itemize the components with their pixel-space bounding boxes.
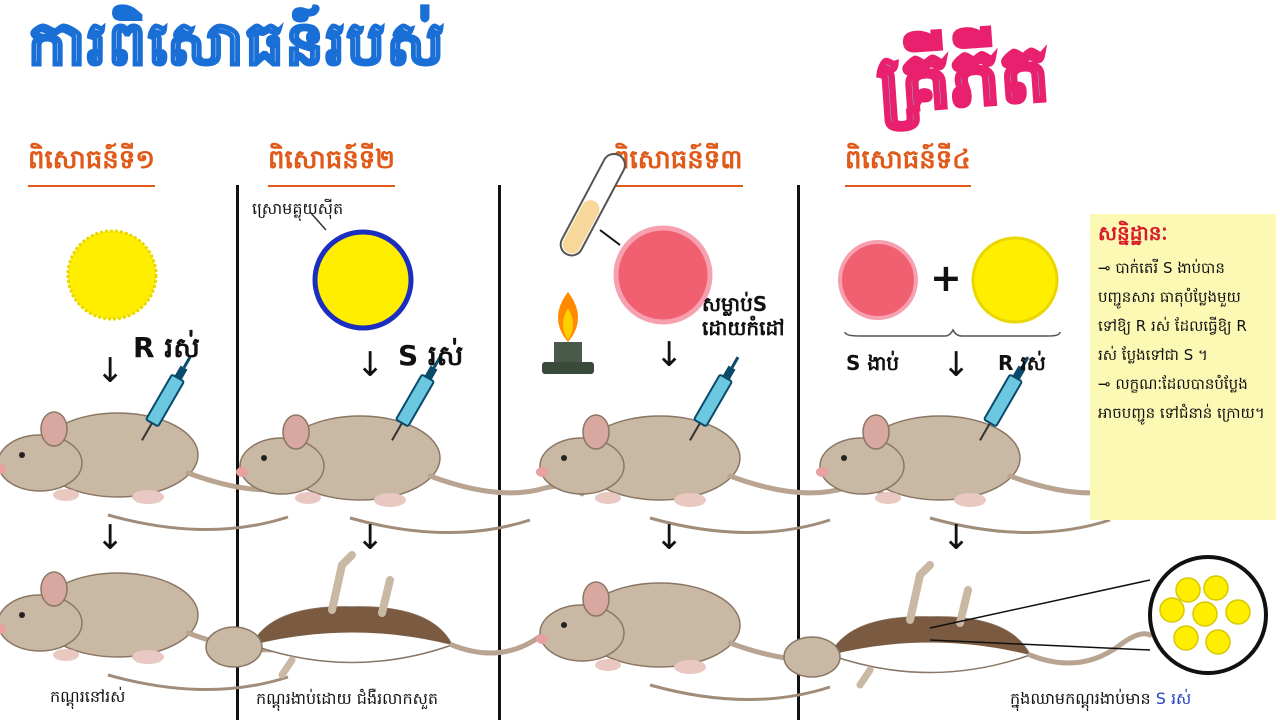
divider-3 (797, 185, 800, 720)
strain-label-1: R រស់ (133, 331, 200, 364)
experiment-3-label: ពិសោធន៍ទី៣ (613, 143, 743, 187)
dead-s-cell (838, 240, 918, 320)
test-tube (559, 152, 626, 257)
strain-label-3: សម្លាប់S ដោយកំដៅ (702, 292, 785, 340)
mouse-injected-2 (236, 415, 582, 533)
arrow-2a: ↓ (356, 345, 385, 385)
experiment-4-label: ពិសោធន៍ទី៤ (845, 143, 971, 187)
arrow-1a: ↓ (96, 351, 125, 391)
arrow-2b: ↓ (356, 518, 385, 558)
arrow-4a: ↓ (942, 345, 971, 385)
mouse-alive-3 (536, 582, 882, 700)
divider-1 (236, 185, 239, 720)
outcome-2: កណ្ដុរងាប់ដោយ ជំងឺរលាកសួត (256, 689, 439, 708)
mouse-dead-2 (206, 555, 572, 675)
arrow-4b: ↓ (942, 518, 971, 558)
r-strain-cell-1 (66, 229, 158, 321)
conclusion-line-1: ⊸ បាក់តេរី S ងាប់បានបញ្ជូនសារ ធាតុបំប្លែ… (1098, 259, 1247, 364)
r-strain-cell-4 (971, 236, 1059, 324)
brace (844, 328, 1061, 337)
s-strain-capsule-cell (312, 229, 414, 331)
page-title: ការពិសោធន៍របស់ (27, 8, 446, 81)
divider-2 (498, 185, 501, 720)
capsule-pointer-line (309, 211, 327, 231)
conclusion-box: សន្និដ្ឋានៈ ⊸ បាក់តេរី S ងាប់បានបញ្ជូនសា… (1090, 214, 1276, 520)
outcome-4-prefix: ក្នុងឈាមកណ្ដុរងាប់មាន (1010, 689, 1156, 708)
conclusion-line-2: ⊸ លក្ខណៈដែលបានបំប្លែងអាចបញ្ជូន ទៅជំនាន់ … (1098, 375, 1265, 422)
conclusion-title: សន្និដ្ឋានៈ (1098, 221, 1168, 245)
outcome-4: ក្នុងឈាមកណ្ដុរងាប់មាន S រស់ (1010, 688, 1191, 712)
capsule-label: ស្រោមគ្លុយស៊ីត (252, 199, 344, 218)
bunsen-burner (542, 292, 594, 374)
strain-label-4-live: R រស់ (998, 351, 1046, 375)
live-s-cells (1159, 575, 1251, 655)
outcome-1: កណ្ដុរនៅរស់ (50, 687, 126, 706)
plus-sign: + (930, 256, 962, 300)
mouse-dead-4 (784, 565, 1150, 685)
strain-label-4-dead: S ងាប់ (846, 351, 900, 375)
arrow-3b: ↓ (655, 518, 684, 558)
outcome-4-highlight: S រស់ (1155, 689, 1192, 708)
experiment-2-label: ពិសោធន៍ទី២ (268, 143, 395, 187)
experiment-1-label: ពិសោធន៍ទី១ (28, 143, 155, 187)
arrow-1b: ↓ (96, 518, 125, 558)
strain-label-2: S រស់ (398, 339, 464, 372)
arrow-3a: ↓ (655, 335, 684, 375)
heat-killed-s-cell (613, 225, 713, 325)
